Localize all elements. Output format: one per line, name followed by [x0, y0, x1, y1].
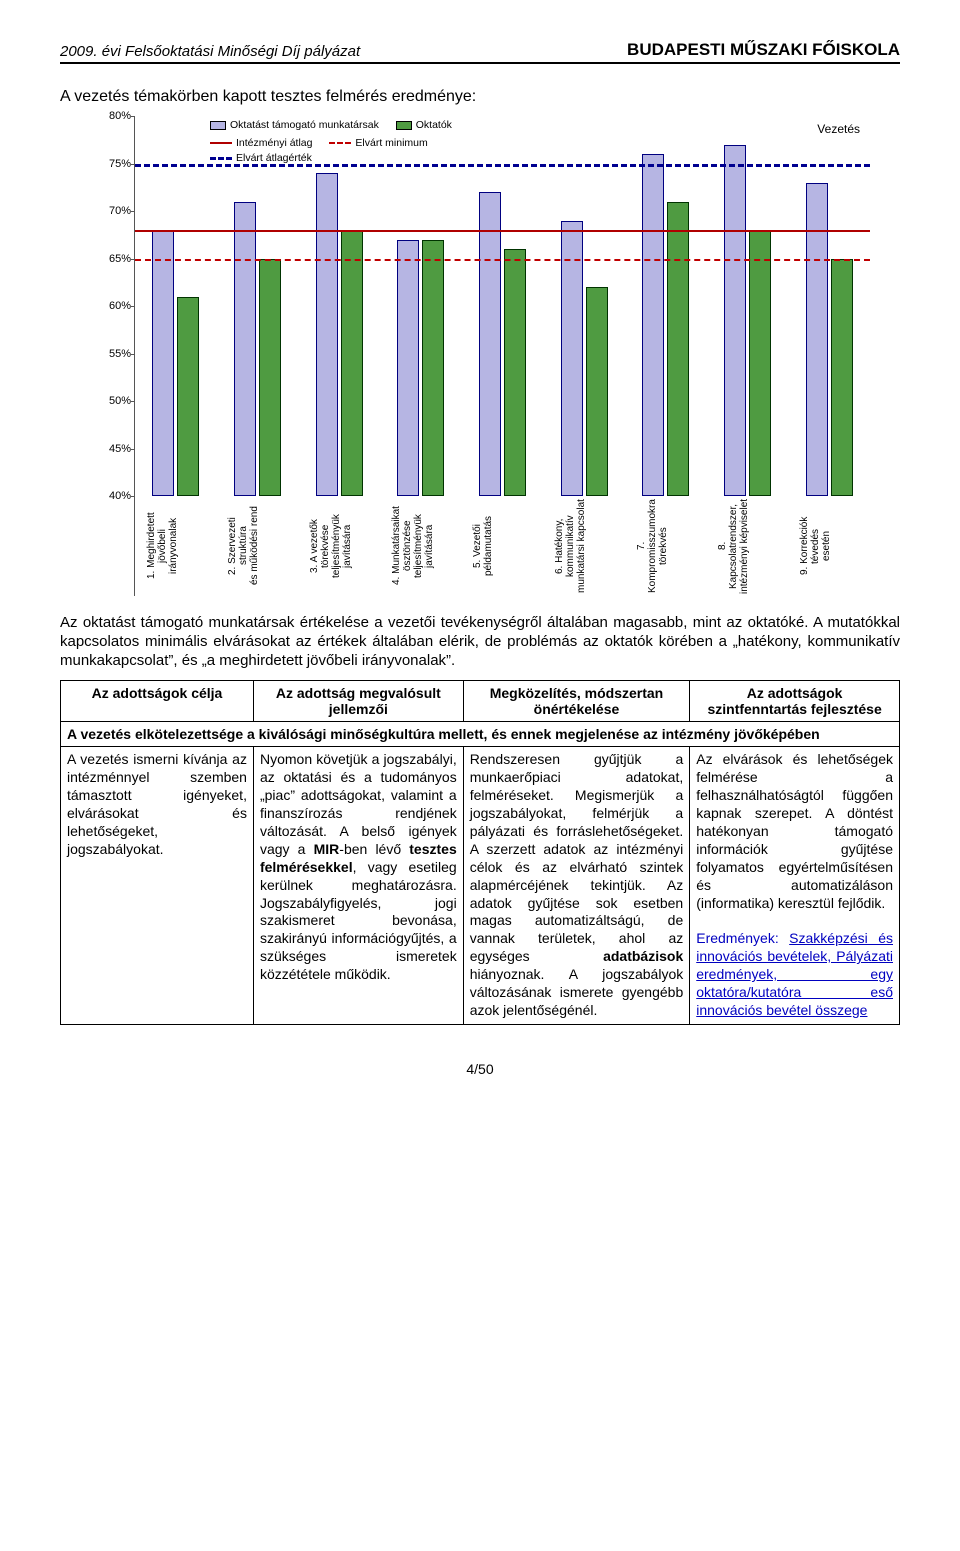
bar-series-b	[749, 230, 771, 496]
bar-series-b	[831, 259, 853, 497]
table-cell: A vezetés ismerni kívánja az intézménnye…	[61, 747, 254, 1025]
cell-text: hiányoznak. A jogszabályok változásának …	[470, 966, 684, 1018]
cell-bold: MIR	[314, 841, 340, 857]
x-category-label: 2. Szervezeti struktúra és működési rend	[227, 496, 287, 596]
analysis-paragraph: Az oktatást támogató munkatársak értékel…	[60, 614, 900, 670]
cell-text: , vagy esetileg kerülnek meghatározásra.…	[260, 859, 457, 982]
cell-text: Az elvárások és lehetőségek felmérése a …	[696, 751, 893, 910]
x-category-label: 1. Meghirdetett jövőbeli irányvonalak	[146, 496, 206, 596]
bar-series-b	[422, 240, 444, 497]
y-tick-label: 45%	[91, 443, 131, 455]
bar-group	[146, 230, 206, 496]
bar-series-a	[479, 192, 501, 496]
cell-bold: adatbázisok	[603, 948, 683, 964]
bar-series-a	[561, 221, 583, 497]
table-cell: Az elvárások és lehetőségek felmérése a …	[690, 747, 900, 1025]
y-tick-label: 65%	[91, 253, 131, 265]
bar-series-b	[667, 202, 689, 497]
bar-series-a	[152, 230, 174, 496]
bar-group	[717, 145, 777, 497]
bar-group	[636, 154, 696, 496]
bar-series-b	[504, 249, 526, 496]
bar-group	[309, 173, 369, 496]
table-header: Az adottságok célja	[61, 681, 254, 722]
x-category-label: 5. Vezetői példamutatás	[472, 496, 532, 596]
table-header: Az adottságok szintfenntartás fejlesztés…	[690, 681, 900, 722]
bar-series-b	[177, 297, 199, 497]
table-cell: Rendszeresen gyűjtjük a munkaerőpiaci ad…	[463, 747, 690, 1025]
y-tick-label: 75%	[91, 158, 131, 170]
bar-series-a	[724, 145, 746, 497]
bar-series-b	[259, 259, 281, 497]
table-header: Az adottság megvalósult jellemzői	[253, 681, 463, 722]
y-tick-label: 50%	[91, 395, 131, 407]
header-left: 2009. évi Felsőoktatási Minőségi Díj pál…	[60, 43, 360, 60]
page-header: 2009. évi Felsőoktatási Minőségi Díj pál…	[60, 40, 900, 64]
bar-series-a	[234, 202, 256, 497]
bar-group	[391, 240, 451, 497]
bar-group	[227, 202, 287, 497]
y-tick-label: 80%	[91, 110, 131, 122]
x-category-label: 3. A vezetők törekvése teljesítményük ja…	[309, 496, 369, 596]
y-tick-label: 70%	[91, 205, 131, 217]
bar-series-b	[341, 230, 363, 496]
table-span-header: A vezetés elkötelezettsége a kiválósági …	[61, 722, 900, 747]
x-category-label: 8. Kapcsolatrendszer, intézményi képvise…	[717, 496, 777, 596]
y-tick-label: 60%	[91, 300, 131, 312]
x-category-label: 4. Munkatársaikat ösztönzése teljesítmén…	[391, 496, 451, 596]
bar-series-a	[642, 154, 664, 496]
attributes-table: Az adottságok célja Az adottság megvalós…	[60, 680, 900, 1025]
y-tick-label: 55%	[91, 348, 131, 360]
cell-text: Rendszeresen gyűjtjük a munkaerőpiaci ad…	[470, 751, 684, 964]
header-right: BUDAPESTI MŰSZAKI FŐISKOLA	[627, 40, 900, 60]
bar-group	[472, 192, 532, 496]
table-span-header-row: A vezetés elkötelezettsége a kiválósági …	[61, 722, 900, 747]
table-header-row: Az adottságok célja Az adottság megvalós…	[61, 681, 900, 722]
cell-results-label: Eredmények:	[696, 930, 778, 946]
section-title: A vezetés témakörben kapott tesztes felm…	[60, 88, 900, 106]
bar-series-b	[586, 287, 608, 496]
table-cell: Nyomon követjük a jogszabályi, az oktatá…	[253, 747, 463, 1025]
table-header: Megközelítés, módszertan önértékelése	[463, 681, 690, 722]
y-tick-label: 40%	[91, 490, 131, 502]
x-category-label: 9. Korrekciók tévedés esetén	[799, 496, 859, 596]
page-number: 4/50	[60, 1061, 900, 1077]
bar-series-a	[316, 173, 338, 496]
bar-group	[554, 221, 614, 497]
x-category-label: 6. Hatékony, kommunikatív munkatársi kap…	[554, 496, 614, 596]
x-category-label: 7. Kompromisszumokra törekvés	[636, 496, 696, 596]
leadership-chart: Oktatást támogató munkatársak Oktatók In…	[90, 116, 870, 596]
bar-series-a	[397, 240, 419, 497]
cell-text: -ben lévő	[339, 841, 409, 857]
table-row: A vezetés ismerni kívánja az intézménnye…	[61, 747, 900, 1025]
